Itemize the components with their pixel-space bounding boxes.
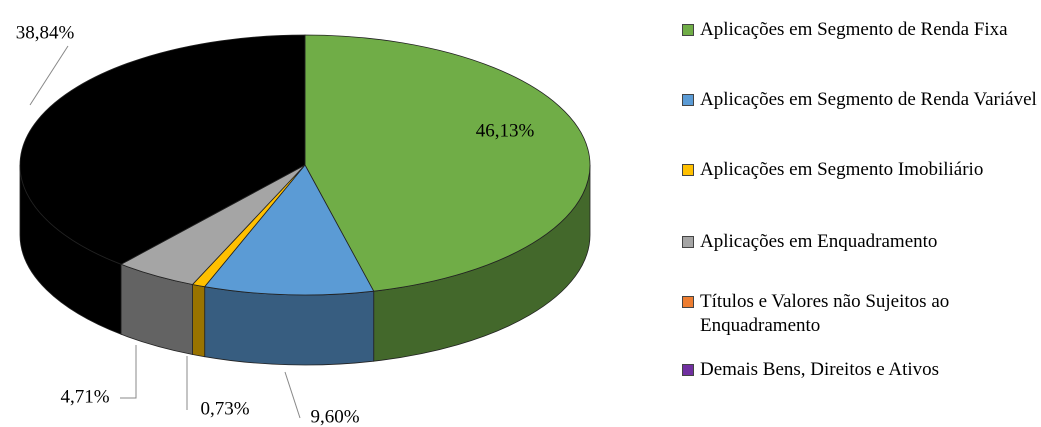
legend-swatch: [682, 296, 694, 308]
data-label: 46,13%: [476, 120, 535, 141]
legend-swatch: [682, 364, 694, 376]
leader-line: [29, 45, 69, 106]
legend-swatch: [682, 236, 694, 248]
slice-side: [204, 286, 375, 366]
legend-item: Aplicações em Segmento Imobiliário: [682, 158, 1041, 182]
legend-label: Títulos e Valores não Sujeitos ao Enquad…: [700, 291, 950, 336]
legend-swatch: [682, 164, 694, 176]
legend-label: Demais Bens, Direitos e Ativos: [700, 359, 940, 380]
legend-swatch: [682, 94, 694, 106]
legend-item: Aplicações em Enquadramento: [682, 230, 1041, 254]
slice: [203, 164, 375, 296]
legend-item: Títulos e Valores não Sujeitos ao Enquad…: [682, 290, 1041, 338]
legend-swatch: [682, 24, 694, 36]
slice: [19, 34, 306, 265]
legend-label: Aplicações em Segmento de Renda Fixa: [700, 19, 1008, 40]
legend-label: Aplicações em Enquadramento: [700, 231, 938, 252]
slice: [304, 34, 591, 292]
legend-item: Aplicações em Segmento de Renda Fixa: [682, 18, 1041, 42]
legend-item: Demais Bens, Direitos e Ativos: [682, 358, 1041, 382]
data-label: 38,84%: [16, 22, 75, 43]
legend-label: Aplicações em Segmento de Renda Variável: [700, 89, 1037, 110]
data-label: 9,60%: [310, 406, 359, 427]
leader-line: [284, 371, 301, 419]
legend-item: Aplicações em Segmento de Renda Variável: [682, 88, 1041, 112]
data-label: 0,73%: [200, 398, 249, 419]
pie-area: 46,13% 9,60% 0,73% 4,71% 38,84%: [16, 22, 591, 427]
slice-side: [192, 283, 206, 358]
data-label: 4,71%: [60, 386, 109, 407]
legend-label: Aplicações em Segmento Imobiliário: [700, 159, 984, 180]
leader-line: [120, 345, 137, 399]
